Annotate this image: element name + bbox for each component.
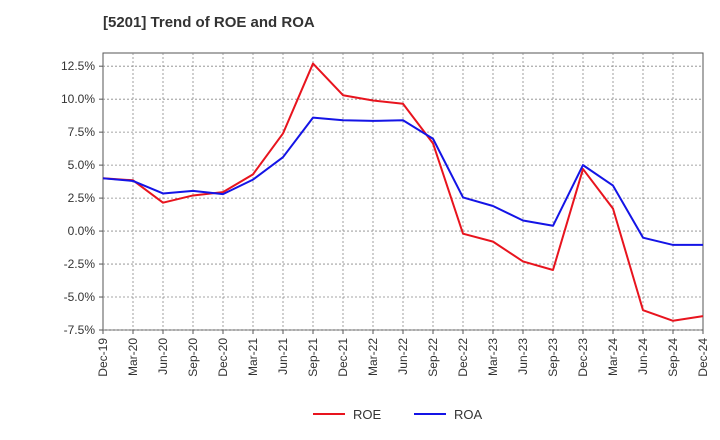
series-layer bbox=[102, 62, 704, 322]
x-tick-label: Mar-21 bbox=[246, 338, 260, 376]
y-tick-label: 12.5% bbox=[61, 59, 95, 73]
x-tick-label: Dec-24 bbox=[696, 338, 710, 377]
y-tick-label: -7.5% bbox=[64, 323, 96, 337]
x-tick-label: Mar-22 bbox=[366, 338, 380, 376]
x-tick-label: Mar-23 bbox=[486, 338, 500, 376]
x-tick-label: Jun-23 bbox=[516, 338, 530, 375]
y-tick-label: 0.0% bbox=[68, 224, 96, 238]
x-axis: Dec-19 Mar-20 Jun-20 Sep-20 Dec-20 Mar-21 Jun-… bbox=[96, 330, 710, 377]
x-tick-label: Jun-21 bbox=[276, 338, 290, 375]
legend-label-roa: ROA bbox=[454, 407, 483, 422]
y-tick-label: 2.5% bbox=[68, 191, 96, 205]
y-tick-label: -5.0% bbox=[64, 290, 96, 304]
y-tick-label: -2.5% bbox=[64, 257, 96, 271]
x-tick-label: Sep-22 bbox=[426, 338, 440, 377]
x-tick-label: Jun-24 bbox=[636, 338, 650, 375]
x-tick-label: Jun-20 bbox=[156, 338, 170, 375]
x-tick-label: Dec-19 bbox=[96, 338, 110, 377]
series-line-roa bbox=[102, 116, 703, 246]
y-tick-label: 5.0% bbox=[68, 158, 96, 172]
x-tick-label: Sep-24 bbox=[666, 338, 680, 377]
y-axis: 12.5% 10.0% 7.5% 5.0% 2.5% 0.0% -2.5% -5.0% -7.5… bbox=[61, 59, 103, 337]
legend-label-roe: ROE bbox=[353, 407, 382, 422]
x-tick-label: Sep-23 bbox=[546, 338, 560, 377]
series-line-roe bbox=[102, 62, 704, 322]
x-tick-label: Dec-22 bbox=[456, 338, 470, 377]
x-tick-label: Mar-20 bbox=[126, 338, 140, 376]
grid bbox=[103, 53, 703, 331]
x-tick-label: Dec-21 bbox=[336, 338, 350, 377]
x-tick-label: Sep-21 bbox=[306, 338, 320, 377]
x-tick-label: Dec-20 bbox=[216, 338, 230, 377]
x-tick-label: Dec-23 bbox=[576, 338, 590, 377]
x-tick-label: Sep-20 bbox=[186, 338, 200, 377]
x-tick-label: Jun-22 bbox=[396, 338, 410, 375]
legend: ROE ROA bbox=[313, 407, 483, 422]
y-tick-label: 10.0% bbox=[61, 92, 95, 106]
chart-title: [5201] Trend of ROE and ROA bbox=[103, 14, 315, 31]
x-tick-label: Mar-24 bbox=[606, 338, 620, 376]
y-tick-label: 7.5% bbox=[68, 125, 96, 139]
